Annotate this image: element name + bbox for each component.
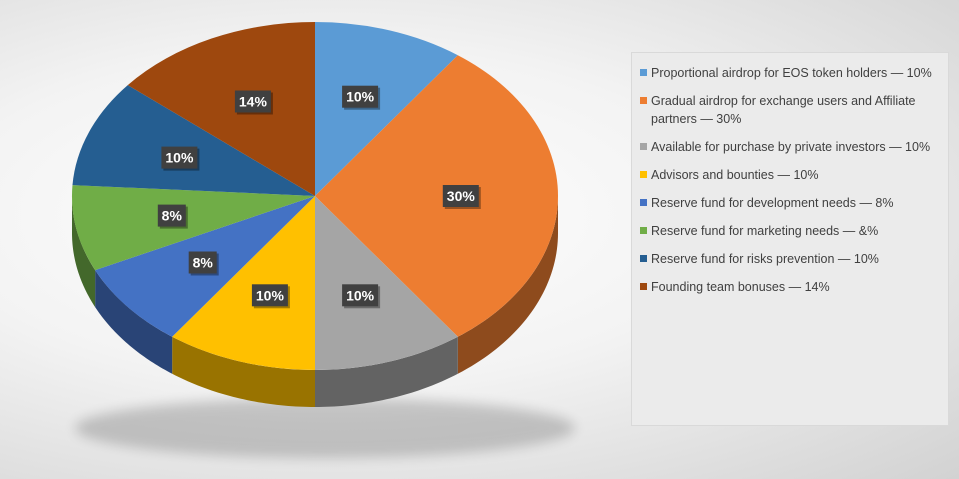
- pie-slice-side-2: [457, 196, 558, 374]
- legend-item: Reserve fund for development needs — 8%: [640, 194, 944, 212]
- pie-slice-4: [172, 196, 315, 370]
- pie-slice-side-4: [172, 336, 315, 407]
- legend-label: Reserve fund for marketing needs — &%: [651, 224, 879, 238]
- data-label-text: 30%: [447, 188, 476, 204]
- pie-slice-side-3: [315, 336, 458, 407]
- data-label-4: 10%: [251, 284, 290, 309]
- legend-label: Founding team bonuses — 14%: [651, 280, 830, 294]
- legend-item: Available for purchase by private invest…: [640, 138, 944, 156]
- legend-label: Available for purchase by private invest…: [651, 140, 931, 154]
- data-label-text: 14%: [239, 94, 268, 110]
- data-label-1: 10%: [342, 85, 381, 110]
- data-label-text: 8%: [193, 255, 214, 271]
- data-label-5: 8%: [188, 251, 219, 276]
- legend-label: Advisors and bounties — 10%: [651, 168, 819, 182]
- pie-slice-3: [315, 196, 458, 370]
- legend-swatch: [640, 283, 647, 290]
- data-label-7: 10%: [161, 146, 200, 171]
- data-label-6: 8%: [157, 204, 188, 229]
- legend-swatch: [640, 69, 647, 76]
- legend-label: Reserve fund for development needs — 8%: [651, 196, 894, 210]
- data-label-3: 10%: [342, 284, 381, 309]
- legend-item: Proportional airdrop for EOS token holde…: [640, 64, 944, 82]
- pie-slice-1: [315, 22, 458, 196]
- legend-swatch: [640, 255, 647, 262]
- pie-slice-8: [127, 22, 316, 196]
- data-label-2: 30%: [442, 185, 481, 209]
- legend-swatch: [640, 171, 647, 178]
- pie-slice-7: [72, 85, 315, 196]
- legend-item: Reserve fund for marketing needs — &%: [640, 222, 944, 240]
- data-label-text: 10%: [346, 89, 375, 105]
- pie-slice-6: [72, 185, 316, 271]
- data-label-text: 10%: [165, 150, 194, 166]
- pie-slice-side-5: [95, 270, 173, 374]
- pie-slices: [72, 22, 559, 370]
- data-labels: 10% 30% 10% 10% 8% 8% 10% 14%: [157, 85, 481, 309]
- pie-sides: [72, 196, 558, 407]
- pie-shadow: [75, 398, 575, 458]
- data-label-text: 8%: [162, 208, 183, 224]
- legend: Proportional airdrop for EOS token holde…: [631, 52, 949, 426]
- legend-item: Gradual airdrop for exchange users and A…: [640, 92, 944, 128]
- legend-swatch: [640, 97, 647, 104]
- data-label-text: 10%: [256, 287, 285, 303]
- legend-swatch: [640, 199, 647, 206]
- legend-item: Founding team bonuses — 14%: [640, 278, 944, 296]
- pie-slice-side-6: [72, 196, 96, 308]
- data-label-text: 10%: [346, 287, 375, 303]
- pie-slice-2: [315, 55, 559, 337]
- legend-label: Proportional airdrop for EOS token holde…: [651, 66, 932, 80]
- legend-item: Advisors and bounties — 10%: [640, 166, 944, 184]
- legend-label: Gradual airdrop for exchange users and A…: [651, 94, 916, 126]
- legend-label: Reserve fund for risks prevention — 10%: [651, 252, 879, 266]
- legend-item: Reserve fund for risks prevention — 10%: [640, 250, 944, 268]
- data-label-8: 14%: [234, 90, 273, 115]
- legend-swatch: [640, 143, 647, 150]
- legend-swatch: [640, 227, 647, 234]
